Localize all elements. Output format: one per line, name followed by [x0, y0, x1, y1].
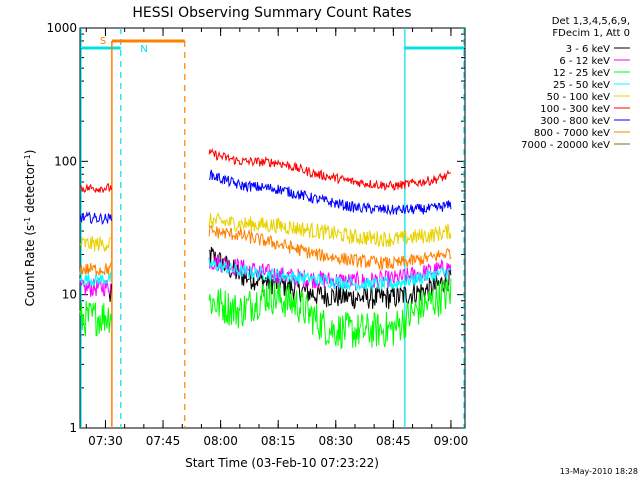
y-tick-label: 10 [62, 288, 77, 302]
series-line [208, 148, 452, 191]
legend-label: 50 - 100 keV [547, 92, 611, 103]
observing-overlays: NS [80, 28, 465, 428]
x-tick-label: 08:45 [376, 434, 411, 448]
x-tick-label: 07:30 [88, 434, 123, 448]
x-tick-label: 09:00 [434, 434, 469, 448]
legend-label: 300 - 800 keV [540, 116, 610, 127]
attenuator-label: S [100, 36, 106, 47]
series-line [208, 169, 452, 216]
series-line [79, 183, 112, 194]
series-group [79, 148, 452, 350]
legend-label: 800 - 7000 keV [534, 128, 610, 139]
legend-header: Det 1,3,4,5,6,9, [552, 16, 630, 27]
series-line [208, 224, 452, 272]
series-line [208, 258, 451, 293]
y-tick-label: 1000 [46, 21, 77, 35]
legend-label: 6 - 12 keV [559, 56, 610, 67]
y-tick-label: 100 [54, 154, 77, 168]
series-line [79, 210, 112, 225]
series-line [79, 278, 112, 297]
y-axis-label: Count Rate (s-1 detector-1) [23, 150, 38, 307]
y-tick-label: 1 [69, 421, 77, 435]
legend-label: 7000 - 20000 keV [521, 140, 610, 151]
date-stamp: 13-May-2010 18:28 [560, 467, 638, 476]
x-tick-label: 08:00 [203, 434, 238, 448]
series-line [208, 246, 452, 310]
x-tick-label: 08:15 [261, 434, 296, 448]
series-line [79, 301, 112, 337]
night-label: N [140, 44, 147, 55]
series-line [79, 236, 112, 252]
legend-label: 100 - 300 keV [540, 104, 610, 115]
legend-label: 12 - 25 keV [553, 68, 610, 79]
series-line [79, 262, 112, 276]
plot-frame [79, 27, 466, 429]
legend-header: FDecim 1, Att 0 [552, 28, 630, 39]
series-line [108, 284, 113, 302]
legend: Det 1,3,4,5,6,9,FDecim 1, Att 0 3 - 6 keV… [521, 16, 630, 151]
series-line [208, 254, 452, 291]
legend-label: 25 - 50 keV [553, 80, 610, 91]
chart-title: HESSI Observing Summary Count Rates [132, 5, 411, 21]
series-line [79, 271, 112, 287]
x-tick-label: 08:30 [318, 434, 353, 448]
legend-label: 3 - 6 keV [566, 44, 610, 55]
series-line [208, 212, 452, 247]
x-tick-label: 07:45 [146, 434, 181, 448]
series-line [208, 278, 452, 350]
x-axis-label: Start Time (03-Feb-10 07:23:22) [185, 456, 379, 470]
